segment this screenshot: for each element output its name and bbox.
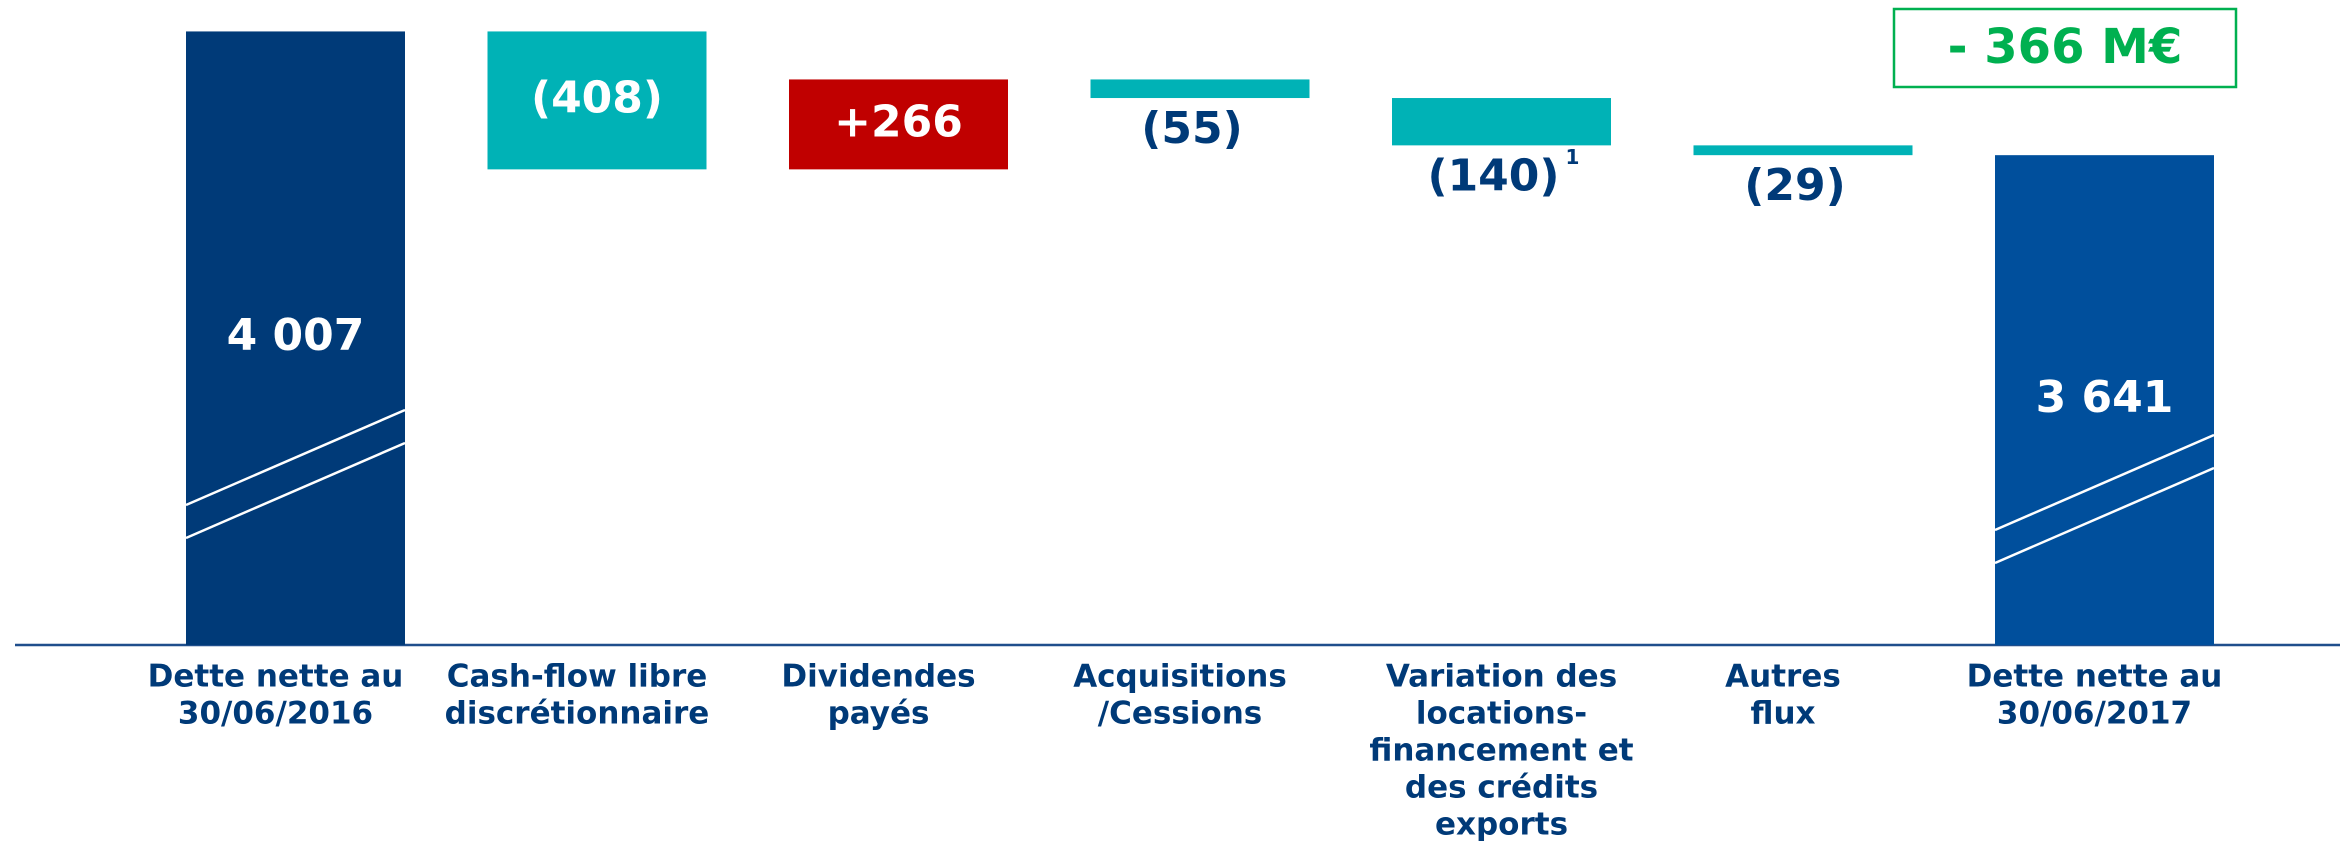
category-label: 30/06/2016 <box>178 696 373 732</box>
value-label: (29) <box>1744 160 1845 211</box>
category-label: exports <box>1435 807 1568 841</box>
category-label: des crédits <box>1405 770 1598 806</box>
value-label: 3 641 <box>2036 372 2174 423</box>
category-label: financement et <box>1369 733 1633 769</box>
annotation-box <box>1892 7 2238 89</box>
value-label: (408) <box>531 72 663 123</box>
delta-bar <box>789 79 1008 170</box>
category-label: Acquisitions <box>1073 659 1287 695</box>
total-bar <box>1995 155 2214 645</box>
annotation: - 366 M€ <box>1948 19 2183 75</box>
category-label: Dette nette au <box>148 659 404 695</box>
axis-break <box>1994 466 2215 565</box>
axis-break <box>185 441 406 540</box>
category-label: 30/06/2017 <box>1997 696 2192 732</box>
category-label: Dividendes <box>781 659 975 695</box>
category-label: discrétionnaire <box>445 696 710 732</box>
delta-bar <box>1090 79 1310 99</box>
delta-bar <box>1693 145 1913 156</box>
category-label: Autres <box>1725 659 1841 695</box>
axis-break <box>185 408 406 507</box>
axis-break <box>1994 433 2215 532</box>
category-label: locations- <box>1416 696 1587 732</box>
category-label: /Cessions <box>1098 696 1262 732</box>
footnote-mark: 1 <box>1566 145 1580 169</box>
delta-bar <box>1392 98 1611 146</box>
value-label: (140) <box>1427 150 1559 201</box>
total-bar <box>186 31 405 646</box>
category-label: Dette nette au <box>1967 659 2223 695</box>
category-label: Variation des <box>1386 659 1617 695</box>
category-label: payés <box>828 696 930 732</box>
category-label: flux <box>1750 696 1815 732</box>
delta-bar <box>487 31 707 170</box>
category-label: Cash-flow libre <box>447 659 708 695</box>
value-label: +266 <box>834 96 963 147</box>
value-label: (55) <box>1141 103 1242 154</box>
value-label: 4 007 <box>227 310 365 361</box>
